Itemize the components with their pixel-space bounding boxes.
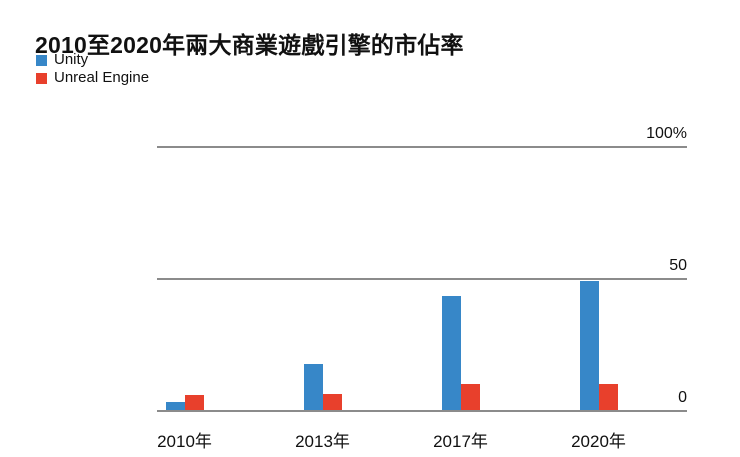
x-axis-label-2017: 2017年	[433, 432, 488, 451]
x-axis-label-2013: 2013年	[295, 432, 350, 451]
bar-unreal-engine-2020	[598, 383, 618, 410]
gridline-100	[157, 146, 687, 148]
bar-unity-2017	[441, 296, 461, 410]
unity-swatch-icon	[36, 54, 47, 66]
legend-label: Unity	[54, 51, 89, 68]
y-axis-label-100: 100%	[646, 125, 687, 142]
bar-unreal-engine-2010	[184, 395, 204, 410]
unreal-engine-swatch-icon	[36, 72, 47, 84]
y-axis-label-0: 0	[678, 389, 687, 406]
chart-area: 100% 50 0 2010年 2013年 2017年 2020年	[157, 126, 687, 451]
x-axis-label-2010: 2010年	[157, 432, 212, 451]
gridline-50	[157, 278, 687, 280]
legend-item-unity: Unity	[36, 51, 149, 69]
x-axis-label-2020: 2020年	[571, 432, 626, 451]
legend-item-unreal-engine: Unreal Engine	[36, 69, 149, 87]
chart-title: 2010至2020年兩大商業遊戲引擎的市佔率	[35, 32, 464, 59]
bar-unity-2010	[165, 402, 185, 410]
bar-unreal-engine-2013	[322, 394, 342, 410]
legend: Unity Unreal Engine	[36, 51, 149, 87]
gridline-0	[157, 410, 687, 412]
legend-label: Unreal Engine	[54, 69, 150, 86]
bar-unity-2020	[579, 280, 599, 410]
bar-unreal-engine-2017	[460, 383, 480, 410]
bar-unity-2013	[303, 363, 323, 410]
y-axis-label-50: 50	[669, 257, 687, 274]
